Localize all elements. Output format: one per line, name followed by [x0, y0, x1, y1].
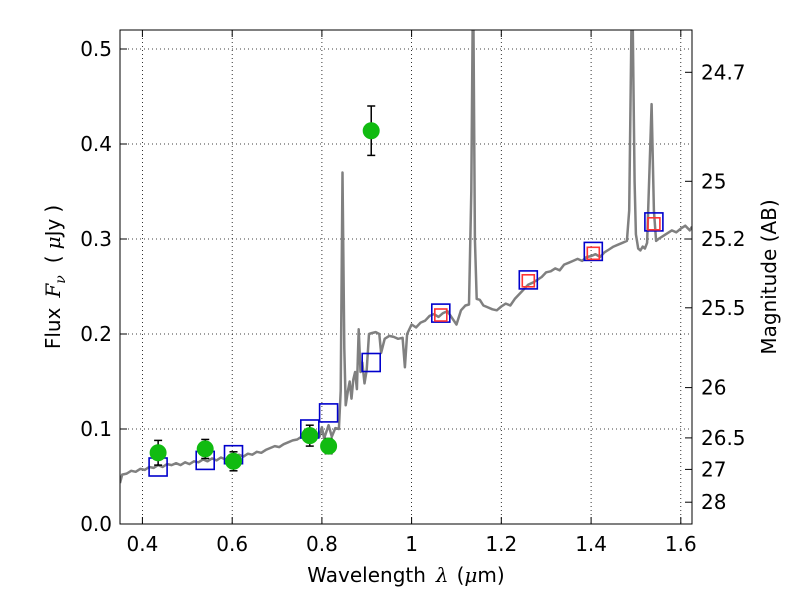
red-square-marker: [521, 273, 536, 288]
x-label-open: (: [457, 563, 465, 587]
right-axis-label: Magnitude (AB): [757, 199, 781, 354]
red-square-marker: [586, 246, 601, 261]
y-tick-label: 0.4: [80, 132, 112, 156]
grid-lines: [120, 30, 692, 524]
y-tick-label: 0.3: [80, 227, 112, 251]
x-tick-label: 0.8: [306, 532, 338, 556]
right-tick-label: 25.2: [701, 227, 746, 251]
observed-flux-point: [225, 452, 242, 470]
y-tick-label: 0.5: [80, 37, 112, 61]
red-square-marker: [647, 217, 661, 231]
marker-layer: [148, 105, 664, 477]
x-tick-label: 1.2: [485, 532, 517, 556]
x-tick-label: 0.6: [216, 532, 248, 556]
x-tick-label: 1.6: [665, 532, 697, 556]
observed-flux-point: [362, 122, 380, 140]
x-label-word: Wavelength: [307, 563, 426, 587]
observed-flux-point: [196, 440, 214, 458]
x-label-symbol: λ: [435, 563, 449, 587]
y-label-mu: μ: [41, 236, 65, 249]
x-tick-label: 1: [405, 532, 418, 556]
y-tick-label: 0.1: [80, 417, 112, 441]
right-tick-label: 26: [701, 376, 726, 400]
right-tick-label: 24.7: [701, 60, 746, 84]
right-tick-label: 27: [701, 457, 726, 481]
blue-square-marker: [644, 212, 664, 232]
blue-square-marker: [583, 241, 604, 262]
y-tick-label: 0.0: [80, 512, 112, 536]
y-tick-label: 0.2: [80, 322, 112, 346]
y-axis-label: Flux Fν ( μJy): [41, 205, 69, 349]
right-tick-label: 25: [701, 169, 726, 193]
right-tick-label: 28: [701, 490, 726, 514]
x-tick-label: 1.4: [575, 532, 607, 556]
blue-square-marker: [518, 270, 539, 290]
axis-ticks: 0.4 0.6 0.8 1 1.2 1.4 1.6 0.0 0.1 0.2 0.3 0.4 0.5 24.…: [80, 30, 746, 556]
x-axis-label: Wavelength λ (μm): [307, 563, 504, 587]
y-label-symbol: F: [41, 283, 65, 299]
x-label-mu: μ: [464, 563, 477, 587]
observed-flux-point: [301, 427, 319, 445]
y-label-word: Flux: [41, 307, 65, 349]
right-tick-label: 26.5: [701, 426, 746, 450]
x-label-unit: m): [477, 563, 504, 587]
y-label-close: ): [41, 205, 65, 213]
blue-square-marker: [318, 403, 339, 423]
blue-square-marker: [361, 352, 382, 373]
right-tick-label: 25.5: [701, 296, 746, 320]
red-square-marker: [433, 308, 448, 322]
y-label-open: (: [41, 255, 65, 263]
plot-frame: [119, 29, 693, 525]
observed-flux-point: [149, 444, 167, 462]
y-label-sub: ν: [53, 275, 69, 284]
observed-flux-point: [320, 437, 338, 455]
blue-square-marker: [430, 303, 451, 323]
x-tick-label: 0.4: [126, 532, 158, 556]
y-label-unit: Jy: [41, 218, 65, 238]
